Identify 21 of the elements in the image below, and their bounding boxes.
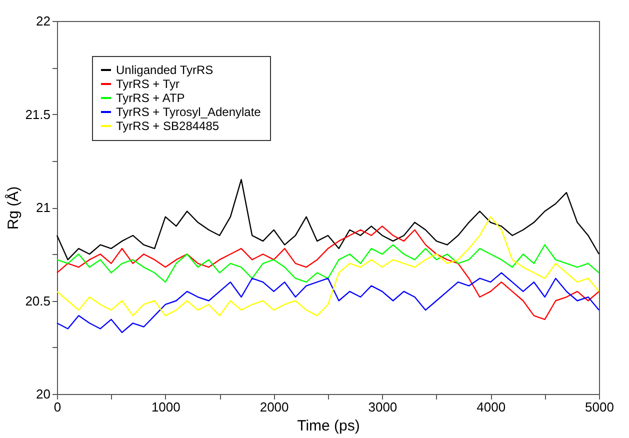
x-tick-label: 0 xyxy=(54,400,62,414)
x-tick-label: 1000 xyxy=(151,400,180,414)
y-tick-label: 22 xyxy=(36,14,50,28)
y-axis-title: Rg (Å) xyxy=(4,186,22,230)
x-tick-label: 2000 xyxy=(260,400,289,414)
legend-label: Unliganded TyrRS xyxy=(116,63,214,77)
legend-label: TyrRS + Tyrosyl_Adenylate xyxy=(116,105,262,119)
y-tick-label: 21.5 xyxy=(25,106,50,122)
x-axis-title: Time (ps) xyxy=(297,418,360,434)
x-tick-label: 4000 xyxy=(476,400,506,414)
y-tick-label: 20.5 xyxy=(25,293,50,308)
x-tick-label: 5000 xyxy=(585,400,614,414)
legend-label: TyrRS + Tyr xyxy=(116,77,180,91)
legend-label: TyrRS + ATP xyxy=(116,91,185,105)
line-series xyxy=(56,178,600,260)
x-tick-label: 3000 xyxy=(368,400,398,414)
legend-label: TyrRS + SB284485 xyxy=(116,119,220,133)
line-series xyxy=(56,272,600,334)
line-series xyxy=(56,244,600,283)
y-tick-label: 21 xyxy=(36,200,50,215)
y-tick-label: 20 xyxy=(36,386,50,402)
